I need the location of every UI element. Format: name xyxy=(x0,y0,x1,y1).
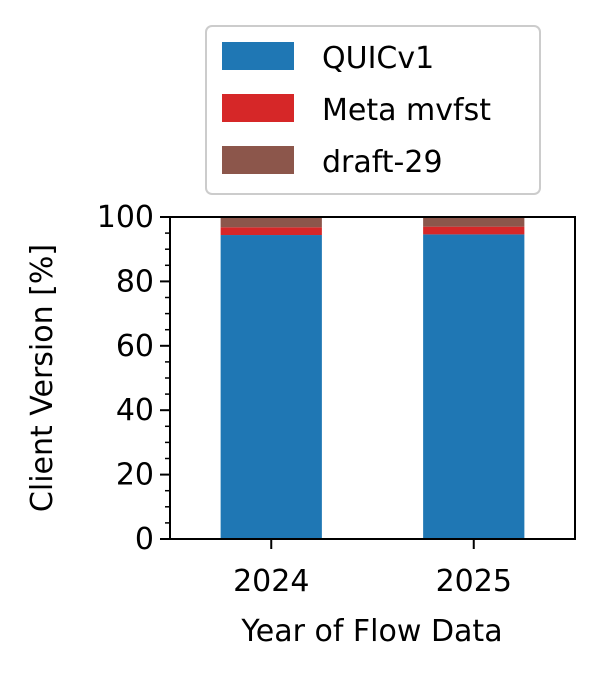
bar-2025-meta-mvfst xyxy=(423,226,525,235)
y-axis: 0 20 40 60 80 100 xyxy=(97,200,170,557)
y-tick-label-20: 20 xyxy=(116,458,154,493)
bar-2025-draft-29 xyxy=(423,217,525,227)
y-axis-label: Client Version [%] xyxy=(25,244,60,512)
legend-label-quicv1: QUICv1 xyxy=(322,41,434,76)
x-axis: 2024 2025 xyxy=(233,539,512,599)
bar-2024-quicv1 xyxy=(220,235,322,540)
legend-label-draft-29: draft-29 xyxy=(322,145,443,180)
x-tick-label-2024: 2024 xyxy=(233,564,309,599)
x-tick-label-2025: 2025 xyxy=(436,564,512,599)
y-tick-label-80: 80 xyxy=(116,264,154,299)
y-tick-label-40: 40 xyxy=(116,393,154,428)
legend-swatch-draft-29 xyxy=(222,146,294,174)
bars-group xyxy=(220,217,525,540)
plot-frame xyxy=(169,216,576,540)
y-tick-label-60: 60 xyxy=(116,329,154,364)
bar-2024-meta-mvfst xyxy=(220,227,322,236)
y-tick-label-100: 100 xyxy=(97,200,154,235)
y-tick-label-0: 0 xyxy=(135,522,154,557)
bar-2024-draft-29 xyxy=(220,217,322,228)
legend: QUICv1 Meta mvfst draft-29 xyxy=(205,25,541,195)
legend-label-meta-mvfst: Meta mvfst xyxy=(322,93,491,128)
legend-swatch-meta-mvfst xyxy=(222,94,294,122)
x-axis-label: Year of Flow Data xyxy=(240,614,502,649)
bar-2025-quicv1 xyxy=(423,234,525,539)
legend-swatch-quicv1 xyxy=(222,42,294,70)
